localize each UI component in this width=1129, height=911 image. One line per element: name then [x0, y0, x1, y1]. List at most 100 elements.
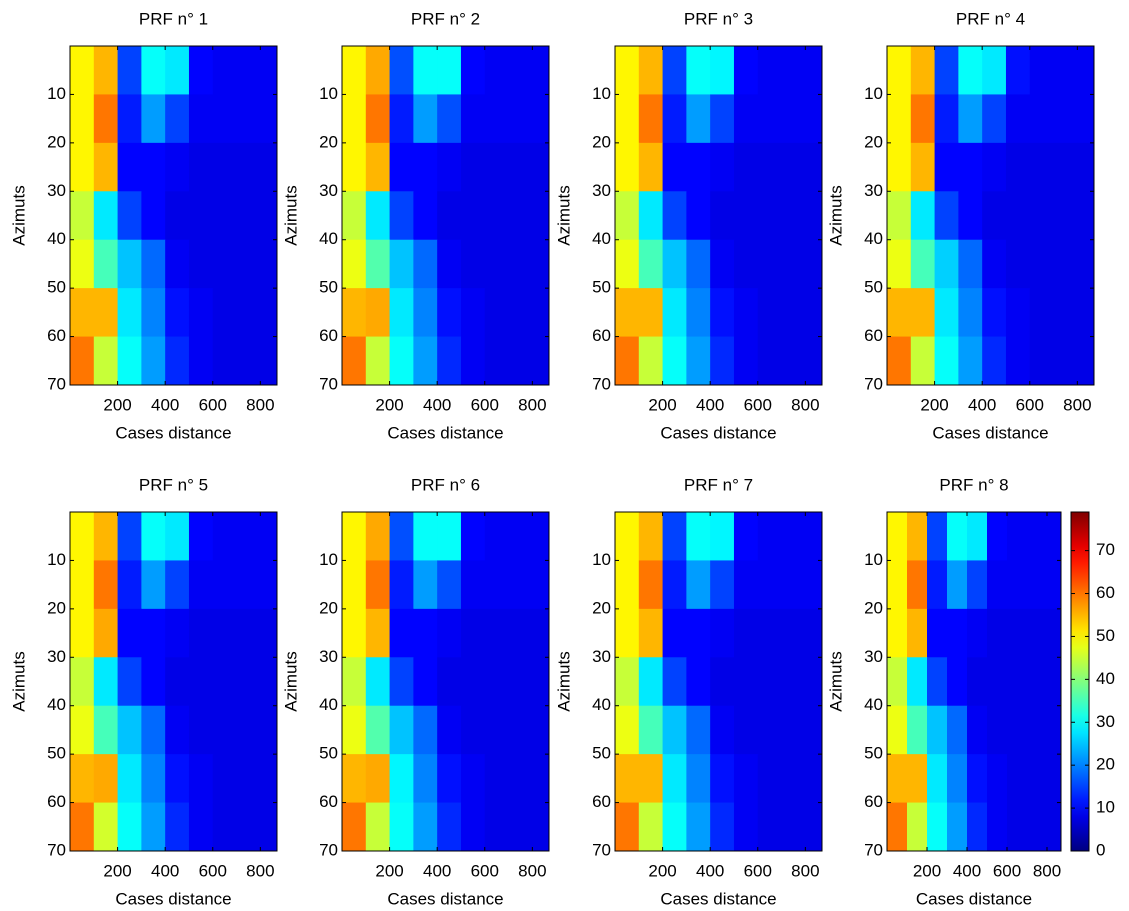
- heat-cell: [413, 705, 438, 755]
- heat-cell: [733, 191, 759, 241]
- axes-box: [886, 45, 1095, 386]
- heat-cell: [236, 191, 261, 241]
- heat-cell: [934, 288, 959, 338]
- heat-cell: [413, 657, 438, 707]
- heat-cell: [662, 560, 687, 610]
- heat-cell: [389, 336, 414, 386]
- heat-cell: [532, 239, 550, 289]
- heat-cell: [437, 46, 462, 95]
- x-tick-label: 600: [471, 861, 499, 880]
- heat-cell: [484, 657, 510, 707]
- heat-cell: [508, 802, 533, 852]
- heat-cell: [638, 802, 664, 852]
- heat-cell: [484, 336, 510, 386]
- heat-cell: [117, 288, 142, 338]
- heat-cell: [70, 142, 95, 192]
- heat-cell: [781, 94, 806, 144]
- x-axis-label: Cases distance: [115, 423, 231, 442]
- heat-cell: [236, 142, 261, 192]
- y-tick-label: 70: [592, 840, 611, 859]
- heat-cell: [389, 705, 414, 755]
- subplot: 200 400 600 800 10 20 30 40 50 60 70 PRF n° 3 Cases …: [554, 9, 823, 442]
- heat-cell: [805, 512, 823, 561]
- heat-cell: [1007, 512, 1028, 561]
- heat-cell: [389, 239, 414, 289]
- heat-cell: [117, 802, 142, 852]
- heat-cell: [1007, 608, 1028, 658]
- x-tick-label: 600: [744, 395, 772, 414]
- heat-cell: [638, 754, 664, 804]
- heat-cell: [1007, 754, 1028, 804]
- heat-cell: [1077, 94, 1095, 144]
- heat-cell: [710, 239, 735, 289]
- heat-cell: [165, 94, 190, 144]
- heat-cell: [927, 657, 948, 707]
- heat-cell: [437, 239, 462, 289]
- heat-cell: [342, 512, 367, 561]
- heat-cell: [165, 802, 190, 852]
- heat-cell: [887, 191, 912, 241]
- heat-cell: [887, 705, 908, 755]
- heat-cell: [365, 705, 391, 755]
- heat-cell: [212, 705, 238, 755]
- colorbar-tick-label: 40: [1096, 669, 1115, 688]
- heat-cell: [757, 191, 783, 241]
- heat-cell: [212, 657, 238, 707]
- heat-cell: [389, 608, 414, 658]
- heat-cell: [532, 336, 550, 386]
- heat-cell: [805, 705, 823, 755]
- heat-cell: [484, 754, 510, 804]
- heat-cell: [947, 657, 968, 707]
- y-tick-label: 70: [47, 840, 66, 859]
- x-axis-label: Cases distance: [660, 889, 776, 908]
- heat-cell: [365, 754, 391, 804]
- heat-cell: [165, 46, 190, 95]
- heat-cell: [686, 705, 711, 755]
- heat-cell: [389, 46, 414, 95]
- x-tick-label: 800: [1063, 395, 1091, 414]
- heat-cell: [365, 94, 391, 144]
- heat-cell: [733, 336, 759, 386]
- heat-cell: [484, 705, 510, 755]
- y-tick-label: 70: [319, 840, 338, 859]
- heat-cell: [413, 142, 438, 192]
- heat-cell: [188, 288, 214, 338]
- heat-cell: [342, 239, 367, 289]
- y-tick-label: 30: [319, 181, 338, 200]
- heat-cell: [413, 239, 438, 289]
- y-tick-label: 40: [319, 695, 338, 714]
- axes-box: [614, 45, 823, 386]
- heat-cell: [781, 336, 806, 386]
- heat-cell: [781, 705, 806, 755]
- heat-cell: [260, 288, 278, 338]
- heat-cell: [1027, 705, 1048, 755]
- y-tick-label: 50: [864, 744, 883, 763]
- y-tick-label: 40: [47, 695, 66, 714]
- heat-cell: [1053, 191, 1078, 241]
- heat-cell: [460, 288, 486, 338]
- heat-cell: [117, 46, 142, 95]
- heat-cell: [710, 657, 735, 707]
- heat-cell: [93, 239, 119, 289]
- heat-cell: [342, 608, 367, 658]
- heat-cell: [733, 560, 759, 610]
- heat-cell: [982, 336, 1007, 386]
- heat-cell: [757, 288, 783, 338]
- heat-cell: [710, 288, 735, 338]
- heat-cell: [165, 288, 190, 338]
- heat-cell: [365, 608, 391, 658]
- y-tick-label: 20: [47, 598, 66, 617]
- heat-cell: [947, 608, 968, 658]
- heat-cell: [365, 239, 391, 289]
- x-tick-label: 200: [103, 861, 131, 880]
- heat-cell: [532, 512, 550, 561]
- heat-cell: [365, 288, 391, 338]
- y-tick-label: 40: [864, 695, 883, 714]
- heat-cell: [460, 754, 486, 804]
- heat-cell: [188, 46, 214, 95]
- heat-cell: [188, 142, 214, 192]
- heat-cell: [389, 142, 414, 192]
- heat-cell: [686, 288, 711, 338]
- heat-cell: [757, 608, 783, 658]
- heat-cell: [757, 657, 783, 707]
